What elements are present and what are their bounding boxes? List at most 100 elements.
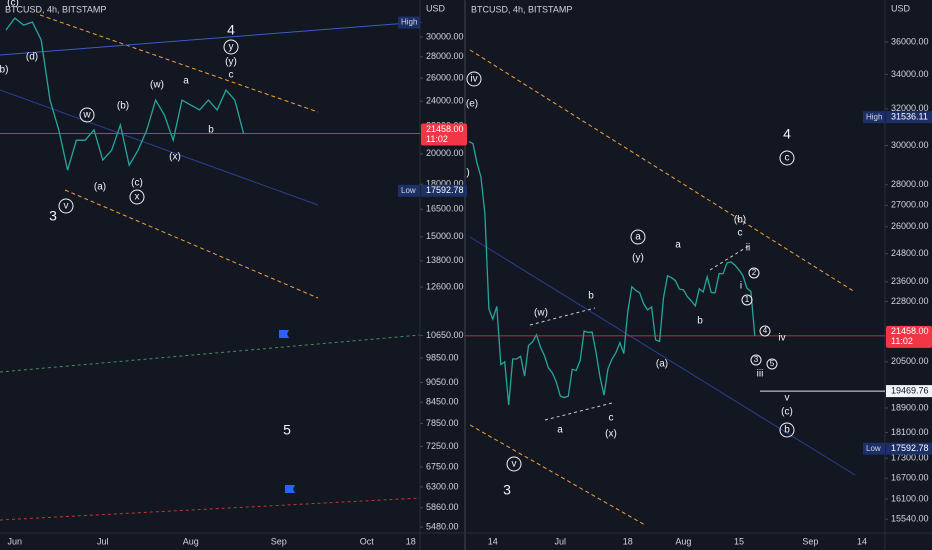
plot-area (465, 141, 885, 406)
x-tick-label: Aug (675, 536, 691, 546)
wave-label: (c) (781, 407, 793, 418)
wave-label: (w) (534, 308, 548, 319)
wave-label: c (738, 228, 743, 239)
y-tick-label: 20000.00 (426, 148, 464, 158)
wave-label: iv (470, 74, 477, 85)
wave-label: (b) (734, 215, 746, 226)
wave-label: x (135, 192, 140, 203)
wave-label: 3 (503, 482, 511, 498)
last-price-label: 21458.00 (891, 326, 929, 336)
wave-label: (x) (605, 429, 617, 440)
high-name: High (401, 18, 417, 27)
x-tick-label: Sep (271, 536, 287, 546)
wave-label: 3 (754, 355, 759, 364)
y-tick-label: 23600.00 (891, 276, 929, 286)
low-name-box (863, 442, 885, 455)
wave-label: (w) (150, 80, 164, 91)
wave-label: 4 (227, 22, 235, 38)
y-tick-label: 7250.00 (426, 441, 459, 451)
y-tick-label: 10650.00 (426, 330, 464, 340)
wave-label: y (229, 42, 234, 53)
y-tick-label: 18900.00 (891, 402, 929, 412)
y-tick-label: 28000.00 (426, 51, 464, 61)
y-tick-label: 34000.00 (891, 69, 929, 79)
wave-label: a (183, 76, 189, 87)
wave-label: a (675, 240, 681, 251)
low-name: Low (866, 444, 881, 453)
wave-circle (466, 71, 482, 87)
flag-icon (279, 330, 289, 342)
wave-label: c (609, 413, 614, 424)
wave-label: (y) (225, 57, 237, 68)
wave-label: c (229, 70, 234, 81)
x-tick-label: 18 (406, 536, 416, 546)
x-tick-label: Aug (183, 536, 199, 546)
wave-label: w (82, 110, 91, 121)
y-tick-label: 22800.00 (891, 296, 929, 306)
y-tick-label: 36000.00 (891, 36, 929, 46)
wave-label: b) (0, 65, 8, 76)
y-tick-label: 9050.00 (426, 377, 459, 387)
wave-label: b (697, 316, 703, 327)
y-tick-label: 17300.00 (891, 453, 929, 463)
wave-label: ii (746, 243, 750, 254)
x-tick-label: Jul (97, 536, 109, 546)
y-tick-label: 27000.00 (891, 200, 929, 210)
wave-label: c (785, 153, 790, 164)
y-tick-label: 15540.00 (891, 514, 929, 524)
y-tick-label: 30000.00 (426, 31, 464, 41)
trend-line (0, 21, 421, 56)
wave-label: i (740, 281, 742, 292)
wave-label: 5 (770, 359, 775, 368)
wave-label: (a) (656, 359, 668, 370)
y-tick-label: 18100.00 (891, 427, 929, 437)
y-tick-label: 16700.00 (891, 473, 929, 483)
wave-circle (630, 229, 646, 245)
wave-label: 4 (783, 126, 791, 142)
wave-label: v (785, 393, 790, 404)
y-tick-label: 8450.00 (426, 397, 459, 407)
plot-area (0, 17, 420, 171)
y-tick-label: 32000.00 (891, 103, 929, 113)
x-tick-label: Jul (555, 536, 567, 546)
wave-circle (748, 267, 760, 279)
wave-label: iv (778, 333, 785, 344)
wave-circle (779, 150, 795, 166)
wave-label: a (557, 425, 563, 436)
y-tick-label: 24000.00 (426, 96, 464, 106)
y-tick-label: 16100.00 (891, 493, 929, 503)
level-box (886, 385, 932, 398)
y-tick-label: 6750.00 (426, 461, 459, 471)
low-name: Low (401, 186, 416, 195)
y-tick-label: 18000.00 (426, 179, 464, 189)
wave-circle (759, 325, 771, 337)
last-price-box (886, 325, 932, 348)
y-tick-label: 26000.00 (891, 221, 929, 231)
last-price-label: 21458.00 (426, 124, 464, 134)
y-tick-label: 24800.00 (891, 248, 929, 258)
wave-label: (a) (94, 182, 106, 193)
wave-label: 5 (283, 422, 291, 438)
chart-title: BTCUSD, 4h, BITSTAMP (471, 4, 572, 14)
wave-label: v (64, 201, 69, 212)
trend-line (0, 497, 421, 521)
wave-label: v (512, 459, 517, 470)
y-tick-label: 12600.00 (426, 281, 464, 291)
channel-line (469, 424, 646, 526)
chart-title: BTCUSD, 4h, BITSTAMP (5, 4, 106, 14)
wave-circle (750, 354, 762, 366)
wave-label: iii (757, 369, 764, 380)
low-value: 17592.78 (891, 443, 929, 453)
wave-label: 4 (763, 326, 768, 335)
level-value: 19469.76 (891, 385, 929, 395)
low-value-box (421, 184, 467, 197)
wave-label: (c) (131, 178, 143, 189)
wave-label: (c) (7, 0, 19, 9)
y-tick-label: 20500.00 (891, 356, 929, 366)
trend-line (709, 244, 751, 271)
price-line (5, 17, 245, 171)
wave-label: 1 (745, 295, 750, 304)
wave-label: 3 (49, 208, 57, 224)
wave-label: (d) (26, 52, 38, 63)
